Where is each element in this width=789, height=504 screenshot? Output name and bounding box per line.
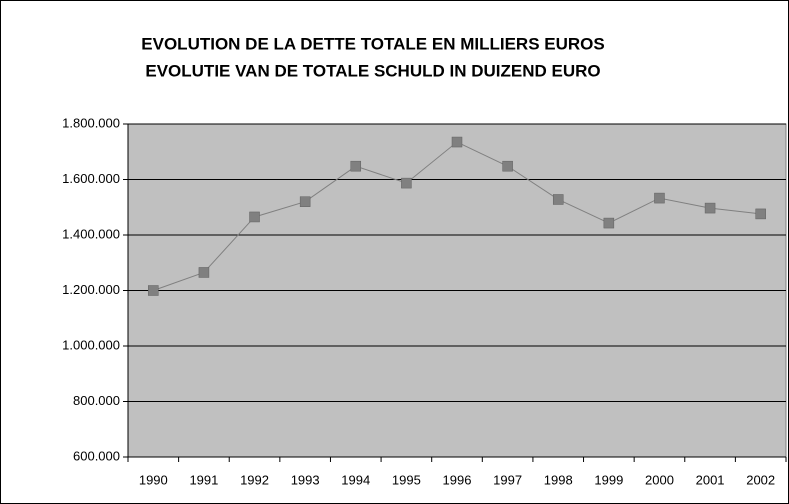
- x-tick-label: 1995: [392, 472, 421, 487]
- y-tick-label: 1.400.000: [62, 226, 120, 241]
- x-tick-label: 2001: [696, 472, 725, 487]
- marker: [704, 202, 716, 214]
- y-tick-label: 800.000: [73, 393, 120, 408]
- marker: [502, 160, 513, 172]
- x-tick-label: 1994: [341, 472, 370, 487]
- x-tick-label: 2000: [645, 472, 674, 487]
- x-tick-label: 1993: [291, 472, 320, 487]
- x-tick-label: 1992: [240, 472, 269, 487]
- x-tick-label: 1996: [443, 472, 472, 487]
- marker: [299, 196, 311, 207]
- x-tick-label: 1990: [139, 472, 168, 487]
- x-tick-label: 2002: [746, 472, 775, 487]
- y-tick-label: 1.800.000: [62, 115, 120, 130]
- x-tick-label: 1999: [594, 472, 623, 487]
- x-tick-label: 1991: [189, 472, 218, 487]
- marker: [755, 208, 766, 220]
- marker: [148, 285, 159, 296]
- chart-title: EVOLUTIE VAN DE TOTALE SCHULD IN DUIZEND…: [145, 61, 600, 80]
- marker: [654, 192, 665, 204]
- marker: [603, 217, 615, 229]
- x-tick-label: 1997: [493, 472, 522, 487]
- marker: [401, 177, 412, 189]
- marker: [552, 194, 564, 205]
- chart-title: EVOLUTION DE LA DETTE TOTALE EN MILLIERS…: [141, 34, 604, 53]
- y-tick-label: 1.600.000: [62, 171, 120, 186]
- y-tick-label: 1.200.000: [62, 282, 120, 297]
- x-tick-label: 1998: [544, 472, 573, 487]
- marker: [249, 211, 260, 223]
- marker: [198, 267, 210, 278]
- marker: [451, 136, 463, 148]
- marker: [350, 160, 362, 172]
- y-tick-label: 1.000.000: [62, 337, 120, 352]
- y-tick-label: 600.000: [73, 448, 120, 463]
